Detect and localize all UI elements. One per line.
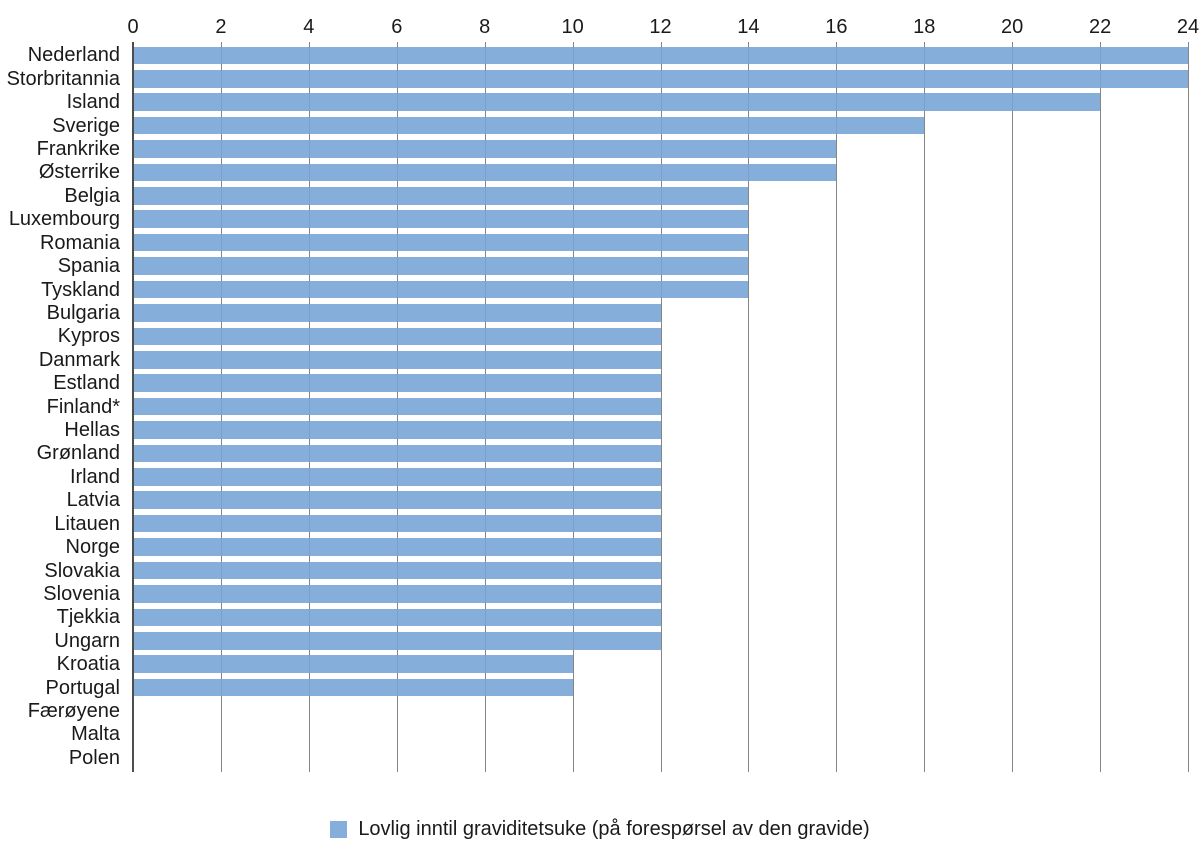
x-tick-label: 14 — [737, 16, 760, 38]
bar — [134, 468, 661, 486]
x-tick-label: 22 — [1088, 16, 1112, 38]
category-label: Nederland — [27, 44, 120, 67]
bar — [134, 140, 837, 158]
gridline-overlay — [220, 42, 222, 772]
bar — [134, 491, 661, 510]
category-label: Portugal — [45, 676, 121, 699]
x-tick-label: 6 — [391, 16, 403, 38]
category-label: Tyskland — [41, 278, 120, 301]
legend-label: Lovlig inntil graviditetsuke (på forespø… — [358, 818, 870, 840]
x-tick-label: 0 — [127, 16, 139, 38]
gridline — [836, 42, 838, 772]
gridline-overlay — [924, 42, 926, 772]
category-label: Bulgaria — [46, 301, 120, 324]
x-tick-label: 18 — [913, 16, 936, 38]
x-tick-label: 4 — [303, 16, 315, 38]
x-tick-label: 20 — [1001, 16, 1024, 38]
gridline — [1188, 42, 1189, 772]
x-tick-label: 16 — [825, 16, 848, 38]
bar — [134, 421, 661, 439]
bar — [134, 632, 661, 650]
category-label: Romania — [39, 231, 120, 254]
category-label: Estland — [53, 372, 120, 395]
gridline-overlay — [748, 42, 750, 772]
category-label: Østerrike — [38, 161, 120, 184]
bar — [134, 304, 661, 322]
bar — [134, 187, 749, 205]
category-label: Kroatia — [56, 653, 120, 676]
bar — [134, 69, 1188, 88]
category-label: Kypros — [57, 325, 120, 348]
category-label: Belgia — [64, 184, 120, 207]
gridline-overlay — [1012, 42, 1014, 772]
bar — [134, 163, 837, 182]
gridline-overlay — [660, 42, 662, 772]
bar — [134, 585, 661, 603]
bar — [134, 561, 661, 580]
category-label: Island — [66, 91, 120, 114]
category-label: Slovenia — [43, 582, 120, 605]
x-tick-label: 24 — [1176, 16, 1200, 38]
bar — [134, 210, 749, 229]
x-tick-label: 8 — [479, 16, 491, 38]
bar — [134, 116, 925, 135]
category-label: Spania — [57, 255, 120, 278]
category-label: Latvia — [66, 489, 120, 512]
bar — [134, 257, 749, 275]
category-label: Grønland — [36, 442, 120, 465]
bar — [134, 514, 661, 533]
gridline — [924, 42, 926, 772]
gridline — [1012, 42, 1014, 772]
category-label: Malta — [71, 723, 120, 746]
bar — [134, 350, 661, 369]
bar — [134, 538, 661, 556]
category-label: Tjekkia — [56, 606, 120, 629]
gridline-overlay — [572, 42, 574, 772]
bar — [134, 46, 1188, 65]
gridline-overlay — [1188, 42, 1189, 772]
bar — [134, 280, 749, 299]
gridline-overlay — [1100, 42, 1102, 772]
category-label: Slovakia — [44, 559, 120, 582]
category-label: Sverige — [52, 114, 120, 137]
category-label: Frankrike — [36, 137, 120, 160]
x-tick-label: 10 — [561, 16, 584, 38]
gridline — [660, 42, 662, 772]
bar — [134, 233, 749, 252]
category-label: Ungarn — [54, 629, 120, 652]
legend: Lovlig inntil graviditetsuke (på forespø… — [0, 818, 1200, 841]
x-tick-label: 12 — [649, 16, 672, 38]
gridline — [748, 42, 750, 772]
gridline-overlay — [836, 42, 838, 772]
category-label: Luxembourg — [8, 208, 120, 231]
legend-swatch-icon — [330, 821, 348, 838]
category-label: Litauen — [54, 512, 120, 535]
category-label: Storbritannia — [6, 67, 120, 90]
plot-area: Nederland Storbritannia Island Sverige Frank… — [0, 42, 1200, 772]
category-label: Polen — [68, 746, 120, 769]
bar — [134, 93, 1101, 111]
bar — [134, 655, 573, 673]
bar — [134, 327, 661, 346]
gridline-overlay — [396, 42, 398, 772]
category-label: Irland — [69, 465, 120, 488]
bar — [134, 444, 661, 463]
x-tick-label: 2 — [215, 16, 227, 38]
category-label: Finland* — [46, 395, 120, 418]
y-axis-line — [132, 42, 134, 772]
category-label: Færøyene — [27, 700, 120, 723]
bar — [134, 678, 573, 697]
gridline-overlay — [308, 42, 310, 772]
bar — [134, 397, 661, 416]
category-label: Norge — [65, 536, 120, 559]
category-label: Hellas — [64, 419, 120, 442]
gridline — [1100, 42, 1102, 772]
gridline-overlay — [484, 42, 486, 772]
bar — [134, 608, 661, 627]
bar — [134, 374, 661, 392]
category-label: Danmark — [38, 348, 120, 371]
